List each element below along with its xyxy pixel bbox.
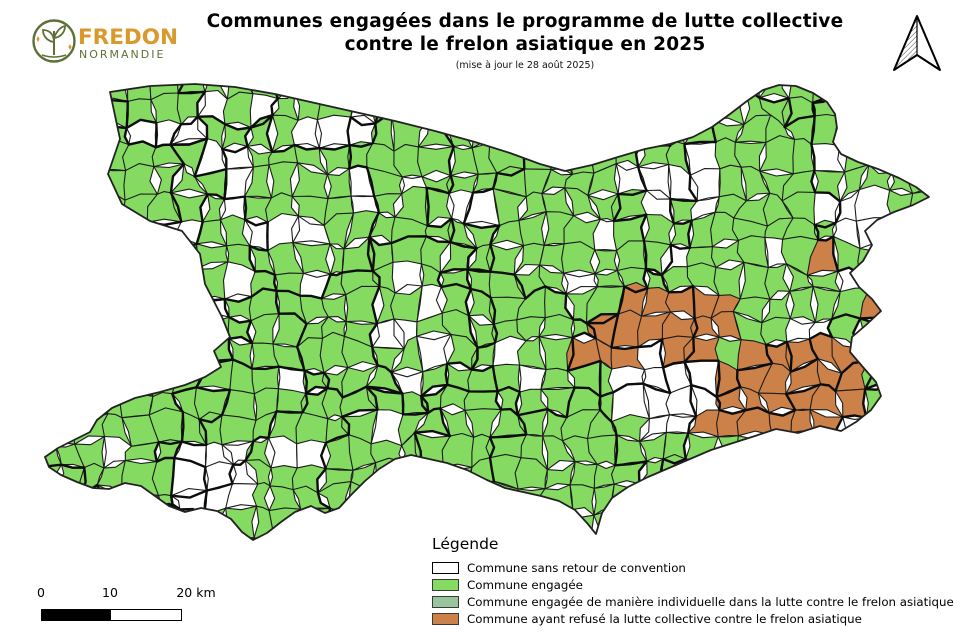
scale-label-10: 10	[102, 585, 118, 600]
plant-icon	[32, 19, 76, 63]
map-title: Communes engagées dans le programme de l…	[165, 10, 885, 71]
legend-item: Commune sans retour de convention	[432, 559, 954, 576]
logo-region-text: NORMANDIE	[79, 48, 165, 61]
north-arrow-icon	[893, 15, 941, 71]
title-line-2: contre le frelon asiatique en 2025	[344, 34, 706, 55]
legend-label: Commune ayant refusé la lutte collective…	[467, 611, 862, 626]
legend-swatch-none	[432, 561, 459, 574]
legend-label: Commune engagée de manière individuelle …	[467, 594, 954, 609]
scale-label-20km: 20 km	[176, 585, 216, 600]
legend-item: Commune engagée	[432, 576, 954, 593]
title-line-1: Communes engagées dans le programme de l…	[206, 11, 844, 32]
update-date-subtitle: (mise à jour le 28 août 2025)	[455, 60, 595, 71]
fredon-normandie-logo: FREDON NORMANDIE	[32, 19, 178, 63]
logo-brand-text: FREDON	[78, 25, 178, 50]
legend-swatch-refused	[432, 612, 459, 625]
legend-swatch-engaged	[432, 578, 459, 591]
legend-item: Commune ayant refusé la lutte collective…	[432, 610, 954, 627]
legend: Légende Commune sans retour de conventio…	[432, 535, 954, 627]
legend-title: Légende	[432, 535, 499, 553]
scale-label-0: 0	[37, 585, 45, 600]
legend-swatch-individual	[432, 595, 459, 608]
legend-item: Commune engagée de manière individuelle …	[432, 593, 954, 610]
legend-label: Commune engagée	[467, 577, 583, 592]
legend-label: Commune sans retour de convention	[467, 560, 686, 575]
scale-bar-graphic	[41, 609, 182, 621]
